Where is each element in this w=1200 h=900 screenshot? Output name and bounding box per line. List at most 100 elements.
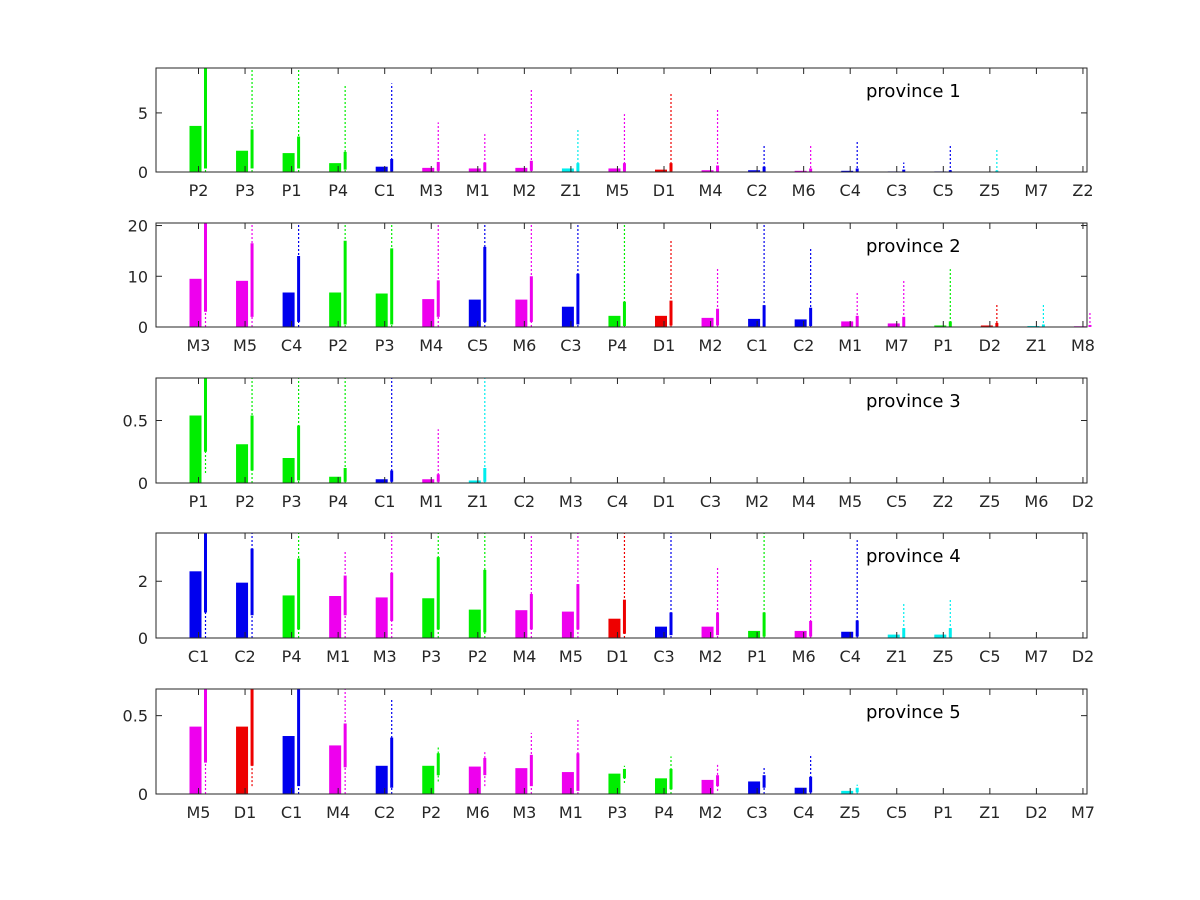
- x-tick-label-C4: C4: [840, 181, 861, 200]
- bar-Z5: [934, 634, 947, 638]
- x-tick-label-M7: M7: [1071, 803, 1095, 822]
- x-tick-label-C3: C3: [560, 336, 581, 355]
- bar-P1: [282, 153, 295, 172]
- bar-P2: [468, 609, 481, 638]
- panel-label: province 1: [866, 81, 961, 102]
- x-tick-label-M2: M2: [699, 336, 723, 355]
- y-tick-label: 0.5: [123, 707, 148, 726]
- bar-M2: [701, 317, 714, 327]
- bar-C3: [748, 781, 761, 794]
- x-tick-label-M2: M2: [512, 181, 536, 200]
- x-tick-label-P3: P3: [235, 181, 255, 200]
- x-tick-label-C5: C5: [886, 492, 907, 511]
- x-tick-label-Z1: Z1: [979, 803, 1000, 822]
- x-tick-label-M6: M6: [466, 803, 490, 822]
- bar-P2: [422, 765, 435, 794]
- bar-M3: [422, 167, 435, 172]
- bar-P3: [422, 598, 435, 638]
- x-tick-label-M5: M5: [233, 336, 257, 355]
- x-tick-label-M7: M7: [1024, 181, 1048, 200]
- x-tick-label-P4: P4: [328, 492, 348, 511]
- x-tick-label-P2: P2: [421, 803, 441, 822]
- x-tick-label-C1: C1: [188, 647, 209, 666]
- bar-Z1: [561, 168, 574, 172]
- x-tick-label-C2: C2: [234, 647, 255, 666]
- bar-P3: [236, 150, 249, 172]
- panel-2: M3 M5 C4 P2 P3 M4 C5 M6 C3 P4 D1 M2 C1 C2 M1 M7 P1 D2 Z1 M8…: [128, 217, 1095, 355]
- x-tick-label-C2: C2: [746, 181, 767, 200]
- x-tick-label-P2: P2: [468, 647, 488, 666]
- x-tick-label-C4: C4: [607, 492, 628, 511]
- x-tick-label-M4: M4: [699, 181, 723, 200]
- panels: P2 P3 P1 P4 C1 M3 M1 M2 Z1 M5 D1 M4 C2 M6 C4 C3 C5 Z5 M7 Z2…: [123, 67, 1095, 822]
- axes-frame: [155, 222, 1088, 328]
- panel-5: M5 D1 C1 M4 C2 P2 M6 M3 M1 P3 P4 M2 C3 C4 Z5 C5 P1 Z1 D2 M7…: [123, 688, 1095, 822]
- x-tick-label-Z2: Z2: [933, 492, 954, 511]
- x-tick-label-D1: D1: [653, 181, 676, 200]
- y-tick-label: 10: [128, 267, 148, 286]
- bar-D1: [608, 618, 621, 638]
- x-tick-label-C2: C2: [793, 336, 814, 355]
- x-tick-label-D1: D1: [653, 336, 676, 355]
- axes-frame: [155, 688, 1088, 795]
- y-tick-label: 0: [138, 163, 148, 182]
- y-tick-label: 2: [138, 572, 148, 591]
- x-tick-label-Z1: Z1: [560, 181, 581, 200]
- bar-C3: [655, 626, 667, 638]
- bar-M6: [468, 766, 481, 794]
- x-tick-label-M1: M1: [326, 647, 350, 666]
- x-tick-label-M2: M2: [699, 803, 723, 822]
- x-tick-label-M6: M6: [1024, 492, 1048, 511]
- bar-M4: [422, 299, 435, 327]
- axes-frame: [155, 532, 1088, 639]
- x-tick-label-D1: D1: [234, 803, 257, 822]
- x-tick-label-M6: M6: [792, 181, 816, 200]
- x-tick-label-M5: M5: [838, 492, 862, 511]
- x-tick-label-P1: P1: [189, 492, 209, 511]
- panel-label: province 5: [866, 702, 961, 723]
- x-tick-label-P1: P1: [933, 803, 953, 822]
- y-tick-label: 20: [128, 217, 148, 236]
- y-tick-label: 0: [138, 474, 148, 493]
- bar-C4: [282, 292, 295, 327]
- x-tick-label-P1: P1: [933, 336, 953, 355]
- x-tick-label-M1: M1: [838, 336, 862, 355]
- y-tick-label: 0.5: [123, 412, 148, 431]
- x-tick-label-C5: C5: [886, 803, 907, 822]
- x-tick-label-C2: C2: [374, 803, 395, 822]
- x-tick-label-Z1: Z1: [1026, 336, 1047, 355]
- panel-label: province 2: [866, 236, 961, 257]
- bar-C1: [282, 736, 295, 794]
- x-tick-label-M6: M6: [512, 336, 536, 355]
- axes-frame: [155, 377, 1088, 484]
- x-tick-label-P1: P1: [747, 647, 767, 666]
- bar-M6: [794, 630, 807, 638]
- bar-P3: [282, 458, 295, 483]
- bar-M2: [515, 167, 528, 172]
- bar-P4: [608, 315, 621, 327]
- x-tick-label-Z5: Z5: [979, 492, 1000, 511]
- panel-label: province 3: [866, 391, 961, 412]
- bar-M2: [701, 779, 714, 794]
- bar-M2: [701, 626, 714, 638]
- bar-D1: [655, 315, 667, 327]
- x-tick-label-M1: M1: [559, 803, 583, 822]
- bar-M4: [701, 170, 714, 172]
- bar-M1: [468, 168, 481, 172]
- bar-M1: [422, 479, 435, 483]
- x-tick-label-M6: M6: [792, 647, 816, 666]
- x-tick-label-P3: P3: [421, 647, 441, 666]
- x-tick-label-M2: M2: [699, 647, 723, 666]
- bar-C2: [375, 765, 388, 794]
- bar-P2: [236, 444, 249, 483]
- bar-M5: [189, 726, 202, 794]
- bar-P1: [189, 415, 202, 483]
- bar-M3: [515, 768, 528, 794]
- x-tick-label-M4: M4: [792, 492, 816, 511]
- bar-C4: [841, 631, 854, 638]
- x-tick-label-P4: P4: [608, 336, 628, 355]
- x-tick-label-M4: M4: [419, 336, 443, 355]
- x-tick-label-C5: C5: [467, 336, 488, 355]
- bar-M3: [375, 597, 388, 638]
